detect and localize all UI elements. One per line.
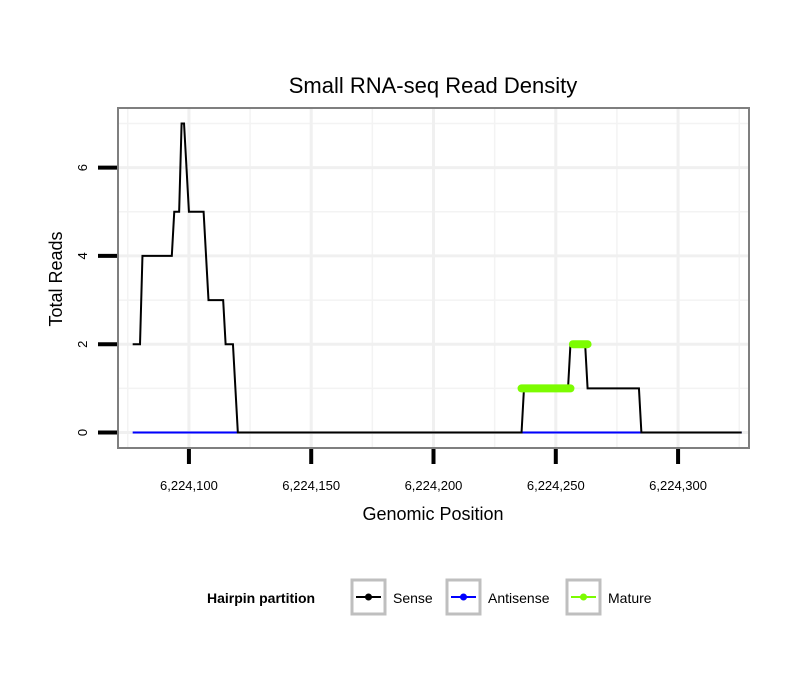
legend-dot-mature: [580, 593, 587, 601]
y-tick-label: 4: [75, 252, 90, 259]
legend-title: Hairpin partition: [207, 590, 315, 606]
legend-label-sense: Sense: [393, 590, 433, 606]
chart-title: Small RNA-seq Read Density: [289, 73, 578, 98]
plot-area: [117, 107, 750, 449]
y-axis-title: Total Reads: [46, 231, 66, 326]
legend-item-antisense: Antisense: [445, 578, 550, 616]
x-tick-label: 6,224,100: [160, 478, 218, 493]
legend-label-mature: Mature: [608, 590, 652, 606]
y-axis: 0 2 4 6: [75, 164, 117, 436]
y-tick-label: 2: [75, 341, 90, 348]
x-tick-label: 6,224,150: [282, 478, 340, 493]
legend: Hairpin partition Sense Antisense Mature: [207, 578, 652, 616]
legend-item-mature: Mature: [565, 578, 652, 616]
x-axis: 6,224,100 6,224,150 6,224,200 6,224,250 6,22…: [160, 449, 707, 493]
x-tick-label: 6,224,250: [527, 478, 585, 493]
x-axis-title: Genomic Position: [362, 504, 503, 524]
y-tick-label: 6: [75, 164, 90, 171]
legend-label-antisense: Antisense: [488, 590, 550, 606]
series-layer: [132, 122, 742, 434]
legend-dot-antisense: [460, 593, 467, 601]
legend-item-sense: Sense: [350, 578, 433, 616]
x-tick-label: 6,224,300: [649, 478, 707, 493]
y-tick-label: 0: [75, 429, 90, 436]
legend-dot-sense: [365, 593, 372, 601]
x-tick-label: 6,224,200: [405, 478, 463, 493]
